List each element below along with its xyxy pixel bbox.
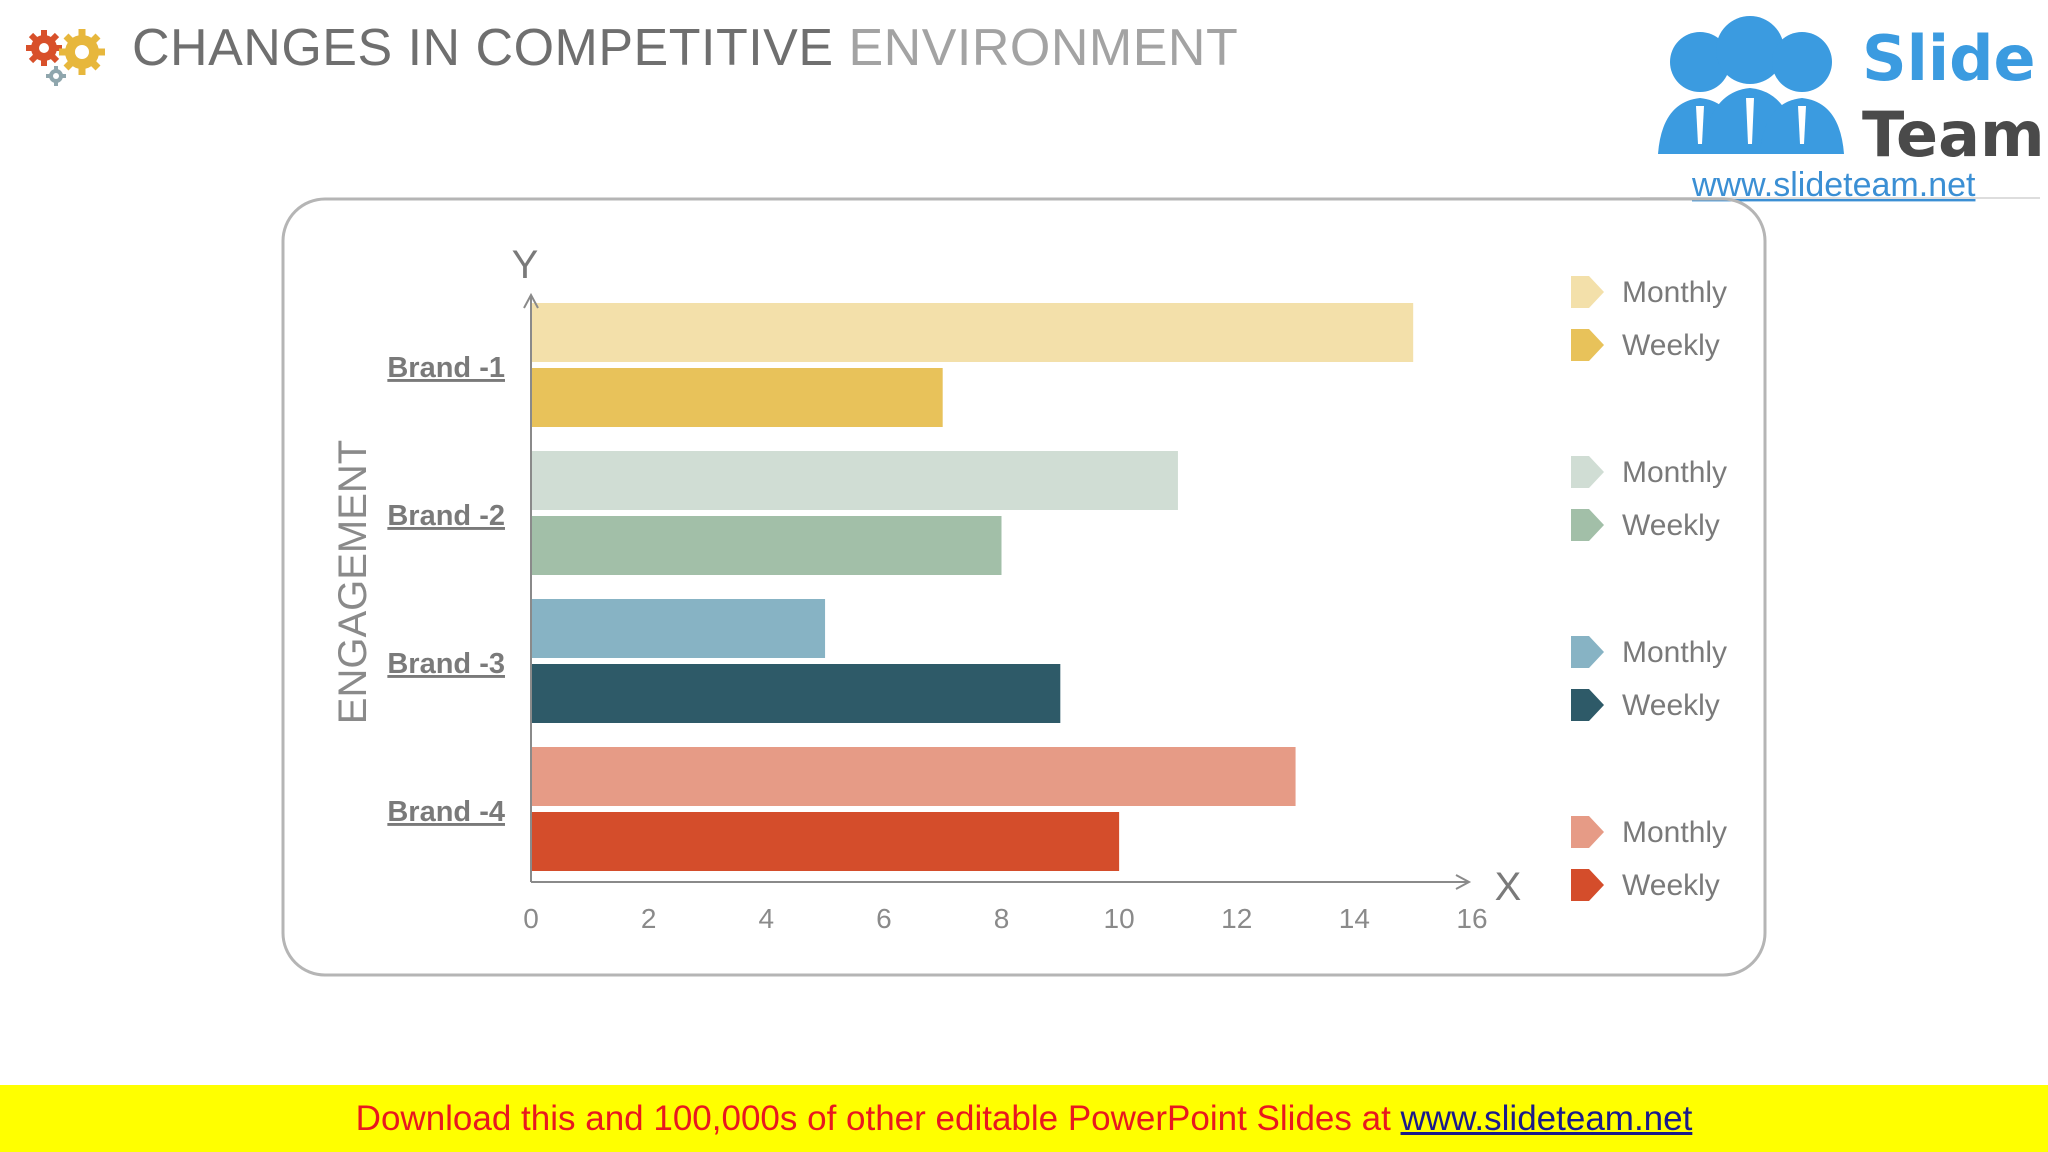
legend-marker-2: [1571, 329, 1604, 361]
legend-marker-3: [1571, 456, 1604, 488]
logo-word-team: Team: [1862, 98, 2045, 171]
bar-monthly-3: [531, 599, 826, 658]
category-label: Brand -3: [387, 648, 505, 680]
slideteam-logo: Slide Team www.slideteam.net: [1640, 16, 2045, 202]
x-tick-label: 4: [758, 903, 774, 934]
category-label: Brand -2: [387, 500, 505, 532]
legend: Monthly Weekly Monthly Weekly Monthly Weekly M…: [1571, 276, 1727, 902]
bar-monthly-4: [531, 747, 1296, 806]
x-tick-label: 12: [1221, 903, 1252, 934]
legend-label-4: Weekly: [1622, 509, 1720, 542]
x-axis-arrow: [1455, 874, 1472, 890]
legend-label-2: Weekly: [1622, 329, 1720, 362]
banner-link[interactable]: www.slideteam.net: [1400, 1099, 1693, 1138]
legend-marker-5: [1571, 636, 1604, 668]
x-tick-label: 10: [1104, 903, 1135, 934]
bar-monthly-1: [531, 303, 1414, 362]
title-part-1: CHANGES IN COMPETITIVE: [132, 19, 834, 77]
download-banner: Download this and 100,000s of other edit…: [0, 1085, 2048, 1152]
legend-label-1: Monthly: [1622, 276, 1727, 309]
banner-text: Download this and 100,000s of other edit…: [355, 1099, 1391, 1138]
axes-layer: [523, 292, 1472, 890]
legend-label-3: Monthly: [1622, 456, 1727, 489]
bars-layer: [531, 303, 1414, 871]
legend-marker-4: [1571, 509, 1604, 541]
logo-url: www.slideteam.net: [1691, 166, 1976, 202]
category-label: Brand -4: [387, 796, 505, 828]
bar-monthly-2: [531, 451, 1178, 510]
gears-icon: [26, 29, 105, 86]
page-title: CHANGES IN COMPETITIVE ENVIRONMENT: [132, 18, 1238, 78]
x-tick-label: 8: [994, 903, 1010, 934]
legend-label-7: Monthly: [1622, 816, 1727, 849]
x-tick-label: 6: [876, 903, 892, 934]
bar-weekly-3: [531, 664, 1061, 723]
x-axis-letter: X: [1495, 865, 1522, 909]
labels-layer: Brand -1 Brand -2 Brand -3 Brand -4 0 2 4 6 8 10 1…: [331, 243, 1521, 934]
title-part-2: ENVIRONMENT: [848, 19, 1239, 77]
legend-marker-7: [1571, 816, 1604, 848]
y-axis-arrow: [523, 292, 539, 309]
category-label: Brand -1: [387, 352, 505, 384]
legend-label-6: Weekly: [1622, 689, 1720, 722]
legend-label-5: Monthly: [1622, 636, 1727, 669]
bar-weekly-1: [531, 368, 943, 427]
x-tick-label: 14: [1339, 903, 1370, 934]
y-axis-letter: Y: [512, 243, 539, 287]
y-axis-title: ENGAGEMENT: [331, 440, 375, 724]
chart-frame: [281, 197, 1767, 977]
legend-label-8: Weekly: [1622, 869, 1720, 902]
legend-marker-1: [1571, 276, 1604, 308]
bar-weekly-4: [531, 812, 1120, 871]
legend-marker-6: [1571, 689, 1604, 721]
logo-word-slide: Slide: [1862, 22, 2036, 95]
legend-marker-8: [1571, 869, 1604, 901]
bar-weekly-2: [531, 516, 1002, 575]
x-tick-label: 2: [641, 903, 657, 934]
x-tick-label: 0: [523, 903, 539, 934]
x-tick-label: 16: [1456, 903, 1487, 934]
